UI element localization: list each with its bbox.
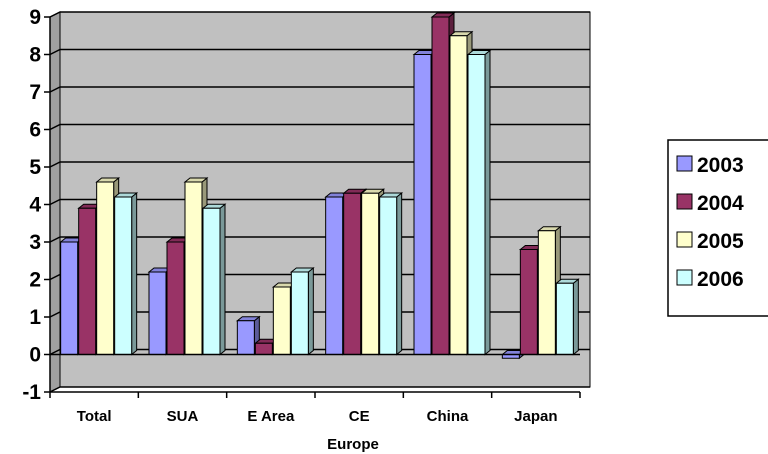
bar-2003-e-area — [235, 315, 261, 356]
legend-label: 2003 — [697, 154, 744, 177]
y-tick-label: 2 — [29, 269, 41, 292]
x-category-label: Total — [77, 408, 112, 425]
y-tick-label: 1 — [29, 306, 41, 329]
legend-swatch — [676, 231, 693, 248]
legend-label: 2005 — [697, 230, 744, 253]
y-tick-label: 7 — [29, 81, 41, 104]
y-tick-label: 3 — [29, 231, 41, 254]
gridlines — [49, 11, 590, 393]
legend-item-2003: 2003 — [676, 154, 744, 177]
x-axis-category-labels: Total SUA E Area CE China Japan — [77, 408, 558, 425]
axes — [44, 16, 581, 398]
bar-2006-china — [466, 49, 492, 356]
legend-item-2005: 2005 — [676, 230, 744, 253]
bar-2006-sua — [201, 203, 227, 356]
bar-2006-e-area — [289, 266, 315, 356]
y-tick-label: 0 — [29, 344, 41, 367]
x-axis-label: Europe — [327, 436, 379, 453]
y-axis-tick-labels: -1 0 1 2 3 4 5 6 7 8 9 — [22, 6, 41, 404]
legend-item-2004: 2004 — [676, 192, 744, 215]
y-tick-label: 5 — [29, 156, 41, 179]
y-tick-label: 8 — [29, 44, 41, 67]
x-category-label: E Area — [247, 408, 295, 425]
x-category-label: CE — [349, 408, 370, 425]
legend-swatch — [676, 155, 693, 172]
y-tick-label: 4 — [29, 194, 41, 217]
legend: 2003 2004 2005 2006 — [667, 139, 768, 317]
bars — [59, 11, 580, 360]
x-category-label: China — [427, 408, 469, 425]
legend-swatch — [676, 269, 693, 286]
legend-item-2006: 2006 — [676, 268, 744, 291]
legend-label: 2006 — [697, 268, 744, 291]
bar-2006-total — [113, 191, 139, 356]
legend-swatch — [676, 193, 693, 210]
bar-2006-ce — [378, 191, 404, 356]
bar-2006-japan — [554, 278, 580, 356]
x-category-label: SUA — [167, 408, 199, 425]
y-tick-label: 9 — [29, 6, 41, 29]
x-category-label: Japan — [514, 408, 557, 425]
legend-label: 2004 — [697, 192, 744, 215]
y-tick-label: -1 — [22, 381, 41, 404]
y-tick-label: 6 — [29, 119, 41, 142]
